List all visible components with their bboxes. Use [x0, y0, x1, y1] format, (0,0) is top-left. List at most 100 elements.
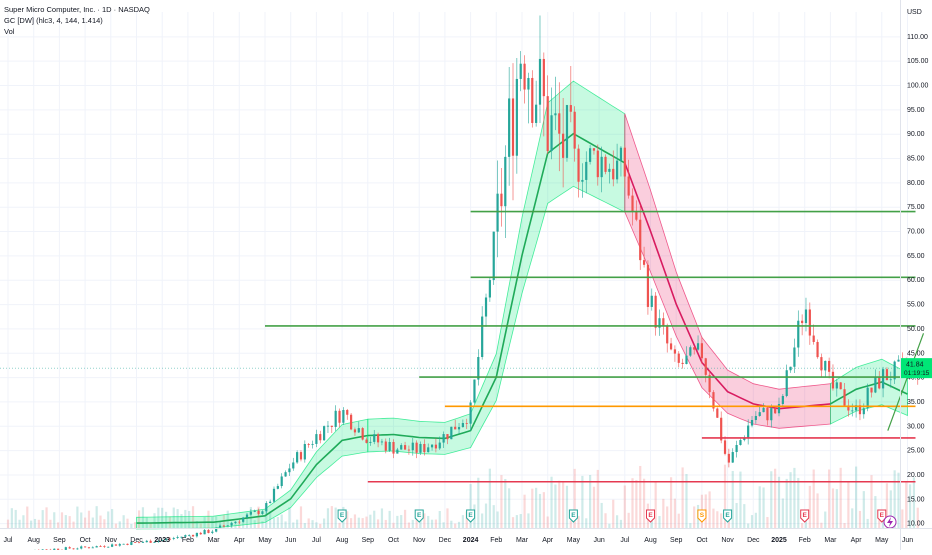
volume-bar — [69, 516, 71, 528]
volume-bar — [84, 518, 86, 528]
candle — [462, 423, 464, 427]
volume-bar — [766, 517, 768, 528]
candle — [454, 427, 456, 430]
symbol-title[interactable]: Super Micro Computer, Inc. · 1D · NASDAQ — [4, 4, 150, 15]
candle — [246, 515, 248, 518]
candle — [419, 444, 421, 453]
time-tick-label: Mar — [824, 537, 837, 544]
price-tick-label: 50.00 — [907, 326, 925, 333]
candle — [789, 367, 791, 370]
volume-bar — [404, 510, 406, 528]
candle — [655, 296, 657, 328]
volume-bar — [689, 523, 691, 528]
volume-bar — [408, 522, 410, 528]
time-tick-label: Sep — [670, 537, 683, 544]
volume-legend[interactable]: Vol — [4, 26, 150, 37]
time-tick-label: Jun — [902, 537, 913, 544]
volume-bar — [319, 524, 321, 528]
volume-bar — [843, 523, 845, 528]
volume-bar — [801, 523, 803, 528]
candle — [473, 380, 475, 403]
volume-bar — [527, 513, 529, 528]
volume-bar — [439, 511, 441, 528]
volume-bar — [666, 506, 668, 528]
candle — [701, 343, 703, 358]
candle — [624, 148, 626, 177]
volume-bar — [392, 523, 394, 528]
volume-bar — [520, 514, 522, 528]
candle — [766, 408, 768, 420]
volume-bar — [543, 492, 545, 528]
volume-bar — [273, 518, 275, 528]
candle — [604, 157, 606, 172]
candle — [836, 382, 838, 388]
candle — [342, 410, 344, 423]
volume-bar — [816, 493, 818, 528]
volume-bar — [80, 512, 82, 528]
candle — [558, 113, 560, 133]
candle — [188, 535, 190, 536]
volume-bar — [354, 514, 356, 528]
candle — [346, 410, 348, 415]
volume-bar — [859, 511, 861, 528]
volume-bar — [562, 482, 564, 528]
volume-bar — [789, 472, 791, 528]
candle — [496, 194, 498, 232]
legend: Super Micro Computer, Inc. · 1D · NASDAQ… — [4, 4, 150, 37]
volume-bar — [115, 524, 117, 528]
volume-bar — [874, 496, 876, 528]
volume-bar — [516, 515, 518, 528]
time-tick-label: Apr — [851, 537, 863, 544]
candle — [362, 428, 364, 439]
volume-bar — [585, 518, 587, 528]
volume-bar — [743, 504, 745, 528]
candle — [809, 309, 811, 335]
candle — [238, 522, 240, 523]
candle — [554, 113, 556, 115]
candle — [786, 370, 788, 396]
volume-bar — [755, 513, 757, 528]
candle — [535, 105, 537, 123]
volume-bar — [288, 507, 290, 528]
price-tick-label: 20.00 — [907, 472, 925, 479]
candle — [443, 434, 445, 443]
candle — [589, 148, 591, 162]
candle — [585, 162, 587, 180]
volume-bar — [597, 470, 599, 528]
candle — [65, 547, 67, 550]
volume-bar — [612, 500, 614, 528]
volume-bar — [72, 522, 74, 528]
volume-bar — [369, 515, 371, 528]
time-tick-label: Aug — [27, 537, 40, 544]
volume-bar — [30, 521, 32, 528]
candle — [107, 547, 109, 548]
time-tick-label: May — [875, 537, 889, 544]
candle — [412, 443, 414, 451]
volume-bar — [311, 520, 313, 528]
candle — [543, 59, 545, 96]
indicator-legend[interactable]: GC [DW] (hlc3, 4, 144, 1.414) — [4, 15, 150, 26]
candle — [416, 443, 418, 453]
volume-bar — [674, 499, 676, 528]
candle — [732, 452, 734, 463]
candle — [751, 420, 753, 426]
volume-bar — [531, 489, 533, 528]
candle — [115, 544, 117, 545]
volume-bar — [670, 477, 672, 528]
candle — [874, 377, 876, 393]
price-tick-label: 75.00 — [907, 204, 925, 211]
candle — [670, 343, 672, 349]
time-tick-label: Apr — [542, 537, 554, 544]
volume-bar — [458, 522, 460, 528]
candle — [227, 525, 229, 526]
price-tick-label: 100.00 — [907, 83, 929, 90]
volume-bar — [481, 513, 483, 528]
volume-bar — [126, 519, 128, 528]
candle — [832, 372, 834, 389]
candle — [223, 526, 225, 527]
volume-bar — [716, 511, 718, 528]
time-tick-label: Sep — [53, 537, 66, 544]
volume-bar — [693, 506, 695, 528]
